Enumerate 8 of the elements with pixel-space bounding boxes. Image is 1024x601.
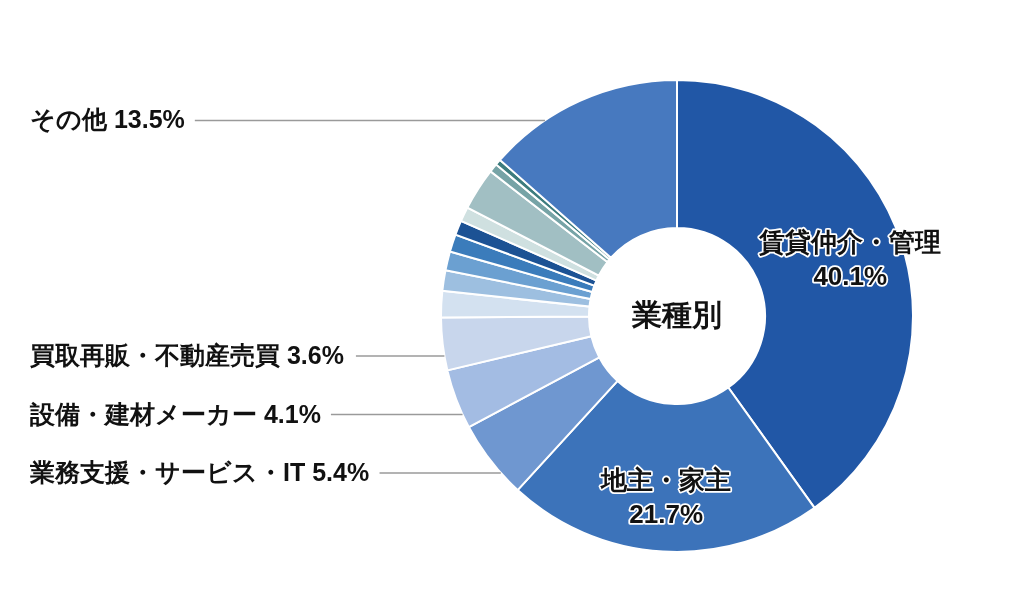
slice-label: 業務支援・サービス・IT 5.4% bbox=[29, 458, 370, 486]
slice-label: 設備・建材メーカー 4.1% bbox=[29, 399, 321, 428]
slice-label: 地主・家主 bbox=[600, 464, 732, 495]
data-label: 21.7% bbox=[629, 498, 704, 529]
data-label: 40.1% bbox=[813, 261, 888, 292]
text: 業種別 bbox=[631, 298, 722, 331]
slice-label: その他 13.5% bbox=[30, 105, 185, 134]
slice-label: 買取再販・不動産売買 3.6% bbox=[29, 341, 344, 369]
